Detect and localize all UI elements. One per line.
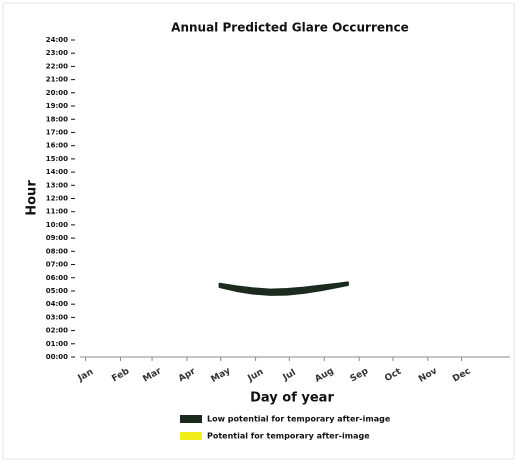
legend-swatch xyxy=(180,432,202,440)
y-tick-label: 03:00 xyxy=(46,313,68,321)
y-tick-label: 22:00 xyxy=(46,62,68,70)
y-tick-label: 02:00 xyxy=(46,327,68,335)
y-tick-label: 06:00 xyxy=(46,274,68,282)
y-tick-label: 11:00 xyxy=(46,208,68,216)
y-tick-label: 21:00 xyxy=(46,76,68,84)
y-tick-label: 24:00 xyxy=(46,36,68,44)
y-tick-label: 05:00 xyxy=(46,287,68,295)
legend-swatch xyxy=(180,415,202,423)
glare-band xyxy=(218,281,349,296)
y-tick-label: 15:00 xyxy=(46,155,68,163)
y-tick-label: 16:00 xyxy=(46,142,68,150)
y-tick-label: 13:00 xyxy=(46,181,68,189)
y-tick-label: 09:00 xyxy=(46,234,68,242)
y-axis-label: Hour xyxy=(25,180,40,216)
legend-label: Potential for temporary after-image xyxy=(207,432,370,441)
y-tick-label: 08:00 xyxy=(46,247,68,255)
y-tick-label: 04:00 xyxy=(46,300,68,308)
y-tick-label: 14:00 xyxy=(46,168,68,176)
y-tick-label: 23:00 xyxy=(46,49,68,57)
y-tick-label: 17:00 xyxy=(46,128,68,136)
y-tick-label: 10:00 xyxy=(46,221,68,229)
y-tick-label: 20:00 xyxy=(46,89,68,97)
y-tick-label: 00:00 xyxy=(46,353,68,361)
y-tick-label: 01:00 xyxy=(46,340,68,348)
y-tick-label: 12:00 xyxy=(46,195,68,203)
y-tick-label: 07:00 xyxy=(46,261,68,269)
y-tick-label: 19:00 xyxy=(46,102,68,110)
chart-title: Annual Predicted Glare Occurrence xyxy=(171,21,409,35)
y-tick-label: 18:00 xyxy=(46,115,68,123)
legend-label: Low potential for temporary after-image xyxy=(207,415,391,424)
x-axis-label: Day of year xyxy=(250,391,334,406)
